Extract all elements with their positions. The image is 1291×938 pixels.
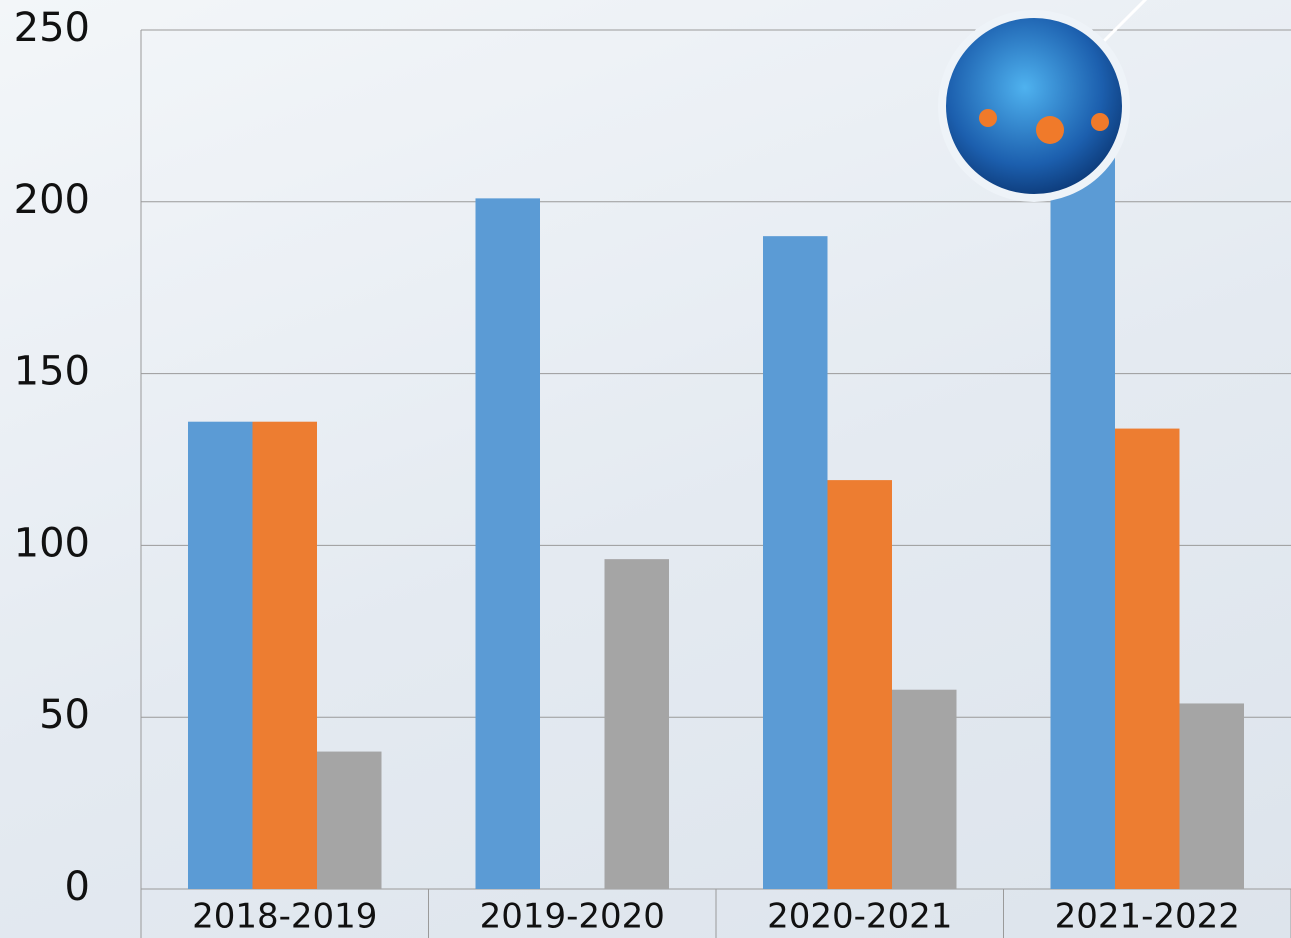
x-tick-label: 2019-2020 <box>480 897 665 937</box>
bar <box>253 422 318 889</box>
bar <box>892 690 957 889</box>
globe-figure <box>1036 116 1064 144</box>
y-tick-label: 100 <box>14 520 90 566</box>
bar <box>763 236 828 889</box>
bar <box>476 198 541 889</box>
bar <box>1180 703 1245 889</box>
y-tick-label: 0 <box>65 864 90 910</box>
chart: 0 50 100 150 200 250 2018-2019 2019-2020 2020-20… <box>0 0 1291 938</box>
x-tick-label: 2020-2021 <box>767 897 952 937</box>
y-tick-label: 150 <box>14 349 90 395</box>
bar <box>317 752 382 889</box>
bar <box>188 422 253 889</box>
decor-line <box>1100 0 1150 45</box>
globe-figure <box>979 109 997 127</box>
y-tick-label: 200 <box>14 177 90 223</box>
globe-decoration <box>942 14 1126 198</box>
x-tick-label: 2021-2022 <box>1055 897 1240 937</box>
page: {"chart_data": {"type": "bar", "categori… <box>0 0 1291 938</box>
bars <box>188 154 1244 889</box>
x-tick-label: 2018-2019 <box>192 897 377 937</box>
globe-figure <box>1091 113 1109 131</box>
bar <box>828 480 893 889</box>
bar <box>1115 429 1180 889</box>
y-tick-label: 250 <box>14 5 90 51</box>
bar <box>605 559 670 889</box>
bar <box>1051 154 1116 889</box>
y-tick-label: 50 <box>39 692 90 738</box>
